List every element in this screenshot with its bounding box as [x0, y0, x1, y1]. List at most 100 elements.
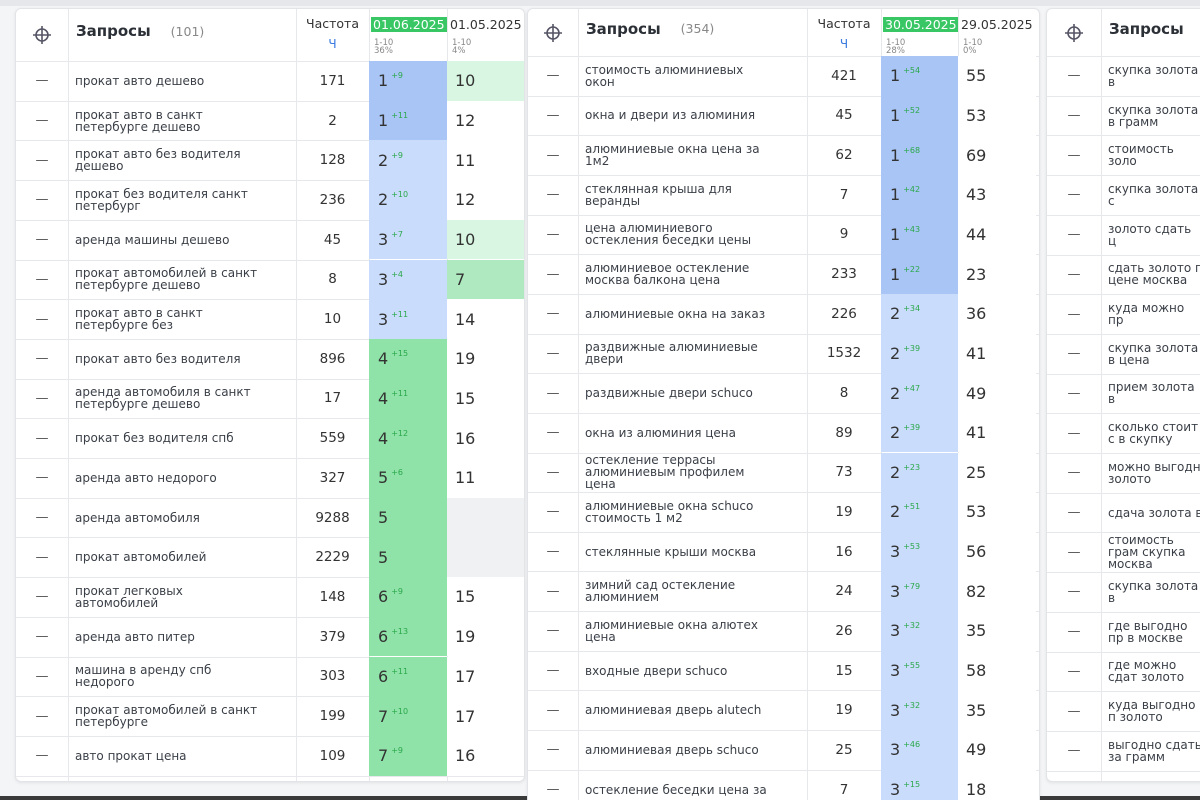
row-border	[16, 735, 524, 737]
row-menu[interactable]: —	[1067, 584, 1081, 600]
row-menu[interactable]: —	[1067, 227, 1081, 243]
row-menu[interactable]: —	[546, 583, 560, 599]
row-menu[interactable]: —	[1067, 346, 1081, 362]
range: 1-10	[452, 38, 472, 48]
query-text: прокат авто без водителя дешево	[75, 147, 241, 174]
query: алюминиевая дверь schuco	[578, 730, 807, 770]
column-line	[68, 9, 69, 781]
previous-date[interactable]: 29.05.2025	[961, 15, 1033, 33]
frequency: 62	[835, 147, 853, 164]
row-menu[interactable]: —	[546, 345, 560, 361]
row-menu[interactable]: —	[35, 510, 49, 526]
query: прокат авто в санкт петербурге без	[68, 299, 296, 339]
query: стеклянные крыши москва	[578, 532, 807, 572]
position: 5	[378, 547, 389, 567]
frequency: 7	[839, 186, 849, 203]
row-menu[interactable]: —	[35, 113, 49, 129]
query: алюминиевые окна schuco стоимость 1 м2	[578, 492, 807, 532]
row-menu[interactable]: —	[35, 311, 49, 327]
row-menu[interactable]: —	[546, 306, 560, 322]
row-menu[interactable]: —	[1067, 465, 1081, 481]
row-menu[interactable]: —	[546, 623, 560, 639]
query: алюминиевые окна алютех цена	[578, 611, 807, 651]
row-menu[interactable]: —	[35, 192, 49, 208]
row-menu[interactable]: —	[1067, 624, 1081, 640]
query-text: аренда автомобиля	[75, 510, 200, 525]
query: зимний сад остекление алюминием	[578, 571, 807, 611]
query: прокат без водителя санкт петербург	[68, 180, 296, 220]
header-title: Запросы (354)	[586, 9, 714, 48]
position: 3	[890, 621, 901, 641]
query-text: аренда авто питер	[75, 629, 195, 644]
row-menu[interactable]: —	[35, 629, 49, 645]
row-menu[interactable]: —	[1067, 703, 1081, 719]
row-menu[interactable]: —	[546, 385, 560, 401]
row-menu[interactable]: —	[546, 663, 560, 679]
row-menu[interactable]: —	[35, 390, 49, 406]
row-menu[interactable]: —	[35, 351, 49, 367]
share: 0%	[963, 46, 977, 56]
row-menu[interactable]: —	[1067, 306, 1081, 322]
row-menu[interactable]: —	[35, 430, 49, 446]
row-menu[interactable]: —	[1067, 108, 1081, 124]
row-border	[528, 690, 1039, 692]
row-menu[interactable]: —	[1067, 544, 1081, 560]
row-menu[interactable]: —	[1067, 68, 1081, 84]
row-menu[interactable]: —	[35, 470, 49, 486]
row-menu[interactable]: —	[35, 271, 49, 287]
row-menu[interactable]: —	[35, 668, 49, 684]
current-date[interactable]: 01.06.2025	[371, 15, 447, 33]
previous-cell: 16	[447, 418, 524, 458]
previous-cell: 49	[958, 730, 1036, 770]
row-menu[interactable]: —	[1067, 663, 1081, 679]
row-menu[interactable]: —	[35, 589, 49, 605]
row-menu[interactable]: —	[546, 464, 560, 480]
row-menu[interactable]: —	[546, 226, 560, 242]
target-icon[interactable]	[16, 9, 68, 61]
row-border	[1047, 294, 1200, 296]
row-menu[interactable]: —	[546, 742, 560, 758]
row-menu[interactable]: —	[546, 425, 560, 441]
previous-position: 16	[455, 428, 476, 448]
position-change: +43	[903, 224, 921, 234]
query-text: входные двери schuco	[585, 663, 728, 678]
row-menu[interactable]: —	[1067, 505, 1081, 521]
position: 3	[890, 740, 901, 760]
row-menu[interactable]: —	[35, 748, 49, 764]
row-border	[1047, 453, 1200, 454]
row-menu[interactable]: —	[1067, 425, 1081, 441]
previous-cell: 82	[958, 571, 1036, 612]
frequency: 379	[319, 628, 346, 645]
row-menu[interactable]: —	[1067, 147, 1081, 163]
row-menu[interactable]: —	[1067, 266, 1081, 282]
position-cell: 6 +9	[369, 577, 447, 617]
frequency: 148	[319, 588, 346, 605]
current-date[interactable]: 30.05.2025	[883, 15, 959, 33]
target-icon[interactable]	[1047, 9, 1101, 56]
previous-position: 10	[455, 71, 476, 91]
row-menu[interactable]: —	[546, 702, 560, 718]
row-menu[interactable]: —	[546, 147, 560, 163]
position: 6	[378, 587, 389, 607]
row-menu[interactable]: —	[1067, 743, 1081, 759]
row-menu[interactable]: —	[546, 68, 560, 84]
row-menu[interactable]: —	[546, 544, 560, 560]
previous-position: 7	[455, 269, 466, 289]
row-menu[interactable]: —	[546, 504, 560, 520]
row-menu[interactable]: —	[35, 232, 49, 248]
row-menu[interactable]: —	[546, 266, 560, 282]
query-text: прокат без водителя санкт петербург	[75, 186, 248, 213]
row-menu[interactable]: —	[546, 107, 560, 123]
target-icon[interactable]	[528, 9, 578, 56]
row-menu[interactable]: —	[35, 549, 49, 565]
row-menu[interactable]: —	[35, 73, 49, 89]
row-menu[interactable]: —	[546, 782, 560, 797]
query-text: выгодно сдать за грамм	[1108, 737, 1200, 764]
row-menu[interactable]: —	[35, 152, 49, 168]
row-menu[interactable]: —	[35, 708, 49, 724]
query-text: можно выгодн золото	[1108, 459, 1200, 486]
row-menu[interactable]: —	[546, 187, 560, 203]
previous-date[interactable]: 01.05.2025	[450, 15, 522, 33]
row-menu[interactable]: —	[1067, 385, 1081, 401]
row-menu[interactable]: —	[1067, 187, 1081, 203]
